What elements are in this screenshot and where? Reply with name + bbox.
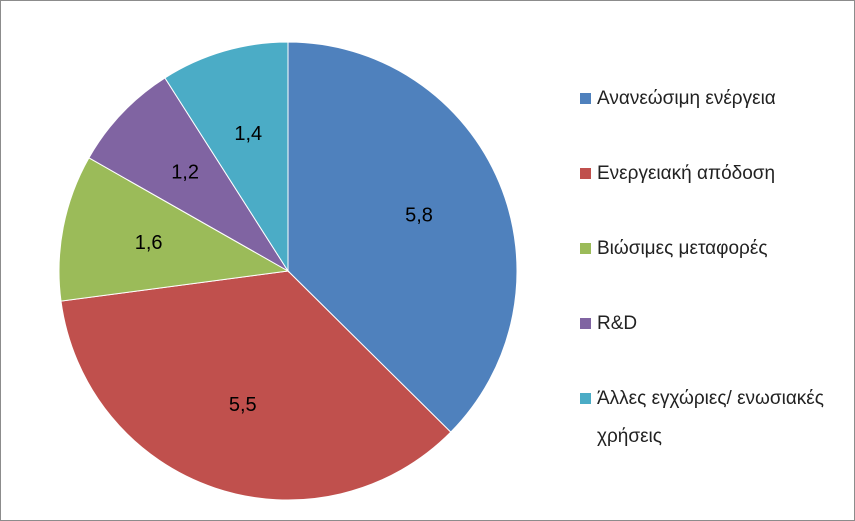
legend-swatch [580, 393, 591, 404]
data-label: 5,5 [229, 394, 257, 416]
pie-slice [58, 157, 290, 302]
legend-item: Άλλες εγχώριες/ ενωσιακές χρήσεις [580, 380, 840, 456]
legend-swatch [580, 168, 591, 179]
data-label: 5,8 [405, 205, 433, 227]
legend-label: Ενεργειακή απόδοση [597, 163, 776, 184]
data-label: 1,6 [135, 232, 163, 254]
legend-item: Ανανεώσιμη ενέργεια [580, 80, 840, 118]
legend-label: R&D [597, 313, 638, 334]
data-label: 1,4 [234, 123, 262, 145]
legend-item: Βιώσιμες μεταφορές [580, 230, 840, 268]
legend-label: Άλλες εγχώριες/ ενωσιακές χρήσεις [597, 388, 824, 447]
pie-slice [60, 270, 452, 501]
pie-slice [88, 77, 289, 272]
legend-swatch [580, 318, 591, 329]
legend-item: Ενεργειακή απόδοση [580, 155, 840, 193]
legend-item: R&D [580, 305, 840, 343]
legend: Ανανεώσιμη ενέργεια Ενεργειακή απόδοση Βιώ… [580, 80, 840, 456]
pie-slice [164, 41, 289, 273]
legend-swatch [580, 93, 591, 104]
legend-label: Ανανεώσιμη ενέργεια [597, 88, 776, 109]
legend-label: Βιώσιμες μεταφορές [597, 238, 768, 259]
legend-swatch [580, 243, 591, 254]
data-label: 1,2 [171, 161, 199, 183]
pie-slice [287, 41, 518, 433]
